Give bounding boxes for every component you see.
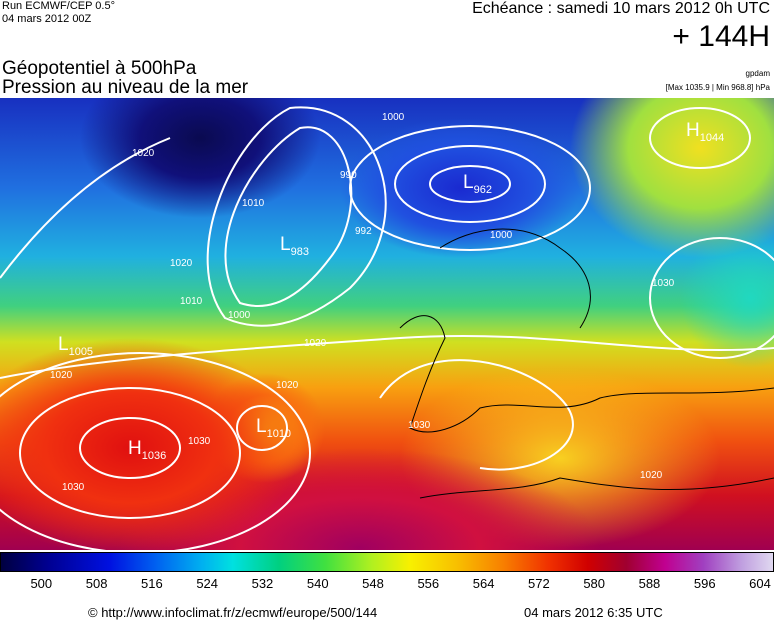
pressure-center: L962 [463, 172, 492, 196]
title-line2: Pression au niveau de la mer [2, 77, 249, 98]
isobar-label: 990 [340, 170, 357, 181]
colorbar-tick-label: 604 [749, 576, 771, 591]
map: H1036 H1044 L962 L983 L1005 L1010 1000 10… [0, 98, 774, 550]
isobar-label: 1030 [652, 278, 675, 289]
colorbar-tick-label: 516 [141, 576, 163, 591]
isobar-label: 1000 [490, 230, 513, 241]
colorbar-tick-label: 548 [362, 576, 384, 591]
isobar-label: 1010 [180, 296, 203, 307]
colorbar-tick-label: 580 [583, 576, 606, 591]
colorbar-tick-label: 540 [306, 576, 329, 591]
isobar-label: 1030 [408, 420, 431, 431]
echeance: Echéance : samedi 10 mars 2012 0h UTC [472, 0, 770, 17]
isobar-label: 992 [355, 226, 372, 237]
isobar-label: 1020 [50, 370, 73, 381]
isobar-label: 1000 [382, 112, 405, 123]
colorbar-tick-label: 524 [196, 576, 219, 591]
title-line1: Géopotentiel à 500hPa [2, 58, 197, 79]
isobar-label: 1030 [188, 436, 211, 447]
lead-time: + 144H [672, 20, 770, 53]
isobar-label: 1000 [228, 310, 251, 321]
colorbar-tick-label: 556 [417, 576, 440, 591]
source-url: © http://www.infoclimat.fr/z/ecmwf/europ… [88, 605, 378, 620]
isobar-label: 1020 [132, 148, 155, 159]
footer-date: 04 mars 2012 6:35 UTC [524, 605, 663, 620]
isobar-label: 1030 [62, 482, 85, 493]
colorbar-tick-label: 500 [30, 576, 53, 591]
unit: gpdam [745, 69, 770, 78]
run-label: Run ECMWF/CEP 0.5° [2, 0, 116, 12]
colorbar-tick-label: 572 [528, 576, 550, 591]
extremes: [Max 1035.9 | Min 968.8] hPa [665, 83, 770, 92]
pressure-center: H1044 [686, 120, 725, 144]
pressure-center: H1036 [128, 438, 167, 462]
colorbar-tick-label: 596 [693, 576, 716, 591]
isobar-label: 1010 [242, 198, 265, 209]
colorbar-tick-label: 564 [472, 576, 495, 591]
color-bar [0, 552, 774, 572]
isobars [0, 106, 774, 550]
isobar-label: 1020 [640, 470, 663, 481]
isobar-label: 1020 [170, 258, 193, 269]
run-date: 04 mars 2012 00Z [2, 13, 92, 25]
isobar-label: 1020 [304, 338, 327, 349]
pressure-center: L1005 [58, 334, 94, 358]
colorbar-tick-label: 588 [638, 576, 661, 591]
colorbar-tick-label: 532 [251, 576, 274, 591]
isobar-label: 1020 [276, 380, 299, 391]
pressure-center: L1010 [256, 416, 292, 440]
pressure-center: L983 [280, 234, 309, 258]
colorbar-tick-label: 508 [85, 576, 108, 591]
